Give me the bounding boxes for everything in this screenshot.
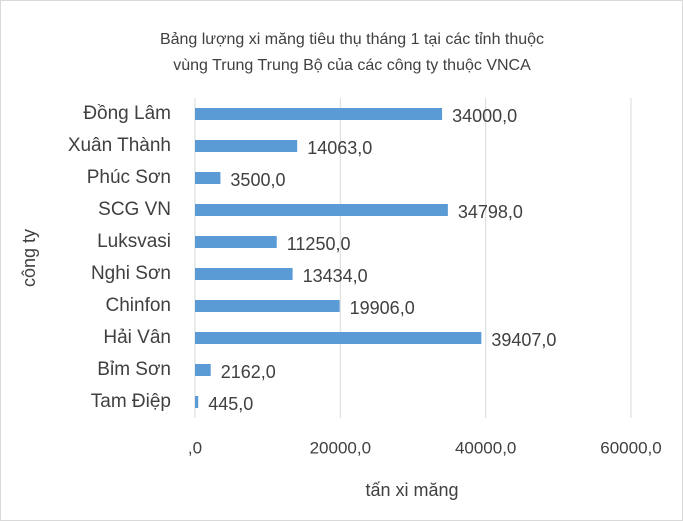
- x-tick-label: 20000,0: [310, 438, 371, 457]
- y-tick-label: Nghi Sơn: [91, 263, 171, 284]
- data-label: 3500,0: [230, 170, 285, 190]
- chart-title: Bảng lượng xi măng tiêu thụ tháng 1 tại …: [160, 31, 544, 48]
- data-label: 39407,0: [491, 330, 556, 350]
- y-tick-label: Bỉm Sơn: [97, 359, 171, 380]
- bar: [195, 364, 211, 376]
- data-label: 445,0: [208, 394, 253, 414]
- y-axis-label: công ty: [19, 229, 39, 287]
- data-label: 19906,0: [350, 298, 415, 318]
- bar: [195, 108, 443, 120]
- bar: [195, 332, 482, 344]
- data-label: 34000,0: [452, 106, 517, 126]
- y-tick-label: Luksvasi: [97, 231, 171, 252]
- y-tick-label: Phúc Sơn: [87, 167, 171, 188]
- data-label: 13434,0: [303, 266, 368, 286]
- bar: [195, 204, 448, 216]
- data-label: 34798,0: [458, 202, 523, 222]
- bar: [195, 140, 298, 152]
- x-axis-label: tấn xi măng: [365, 480, 458, 500]
- data-label: 14063,0: [307, 138, 372, 158]
- y-tick-label: Tam Điệp: [91, 391, 171, 412]
- bar: [195, 236, 277, 248]
- bar: [195, 172, 221, 184]
- y-tick-label: Đồng Lâm: [83, 103, 171, 124]
- bar: [195, 300, 340, 312]
- y-tick-label: SCG VN: [98, 199, 171, 220]
- y-tick-label: Chinfon: [106, 295, 172, 316]
- y-tick-label: Xuân Thành: [68, 135, 171, 156]
- bar: [195, 268, 293, 280]
- x-tick-label: 60000,0: [600, 438, 661, 457]
- chart-title: vùng Trung Trung Bộ của các công ty thuộ…: [173, 57, 531, 74]
- data-label: 2162,0: [221, 362, 276, 382]
- y-tick-label: Hải Vân: [103, 327, 171, 348]
- x-tick-label: ,0: [188, 438, 202, 457]
- x-tick-label: 40000,0: [455, 438, 516, 457]
- data-label: 11250,0: [287, 234, 351, 254]
- bar: [195, 396, 199, 408]
